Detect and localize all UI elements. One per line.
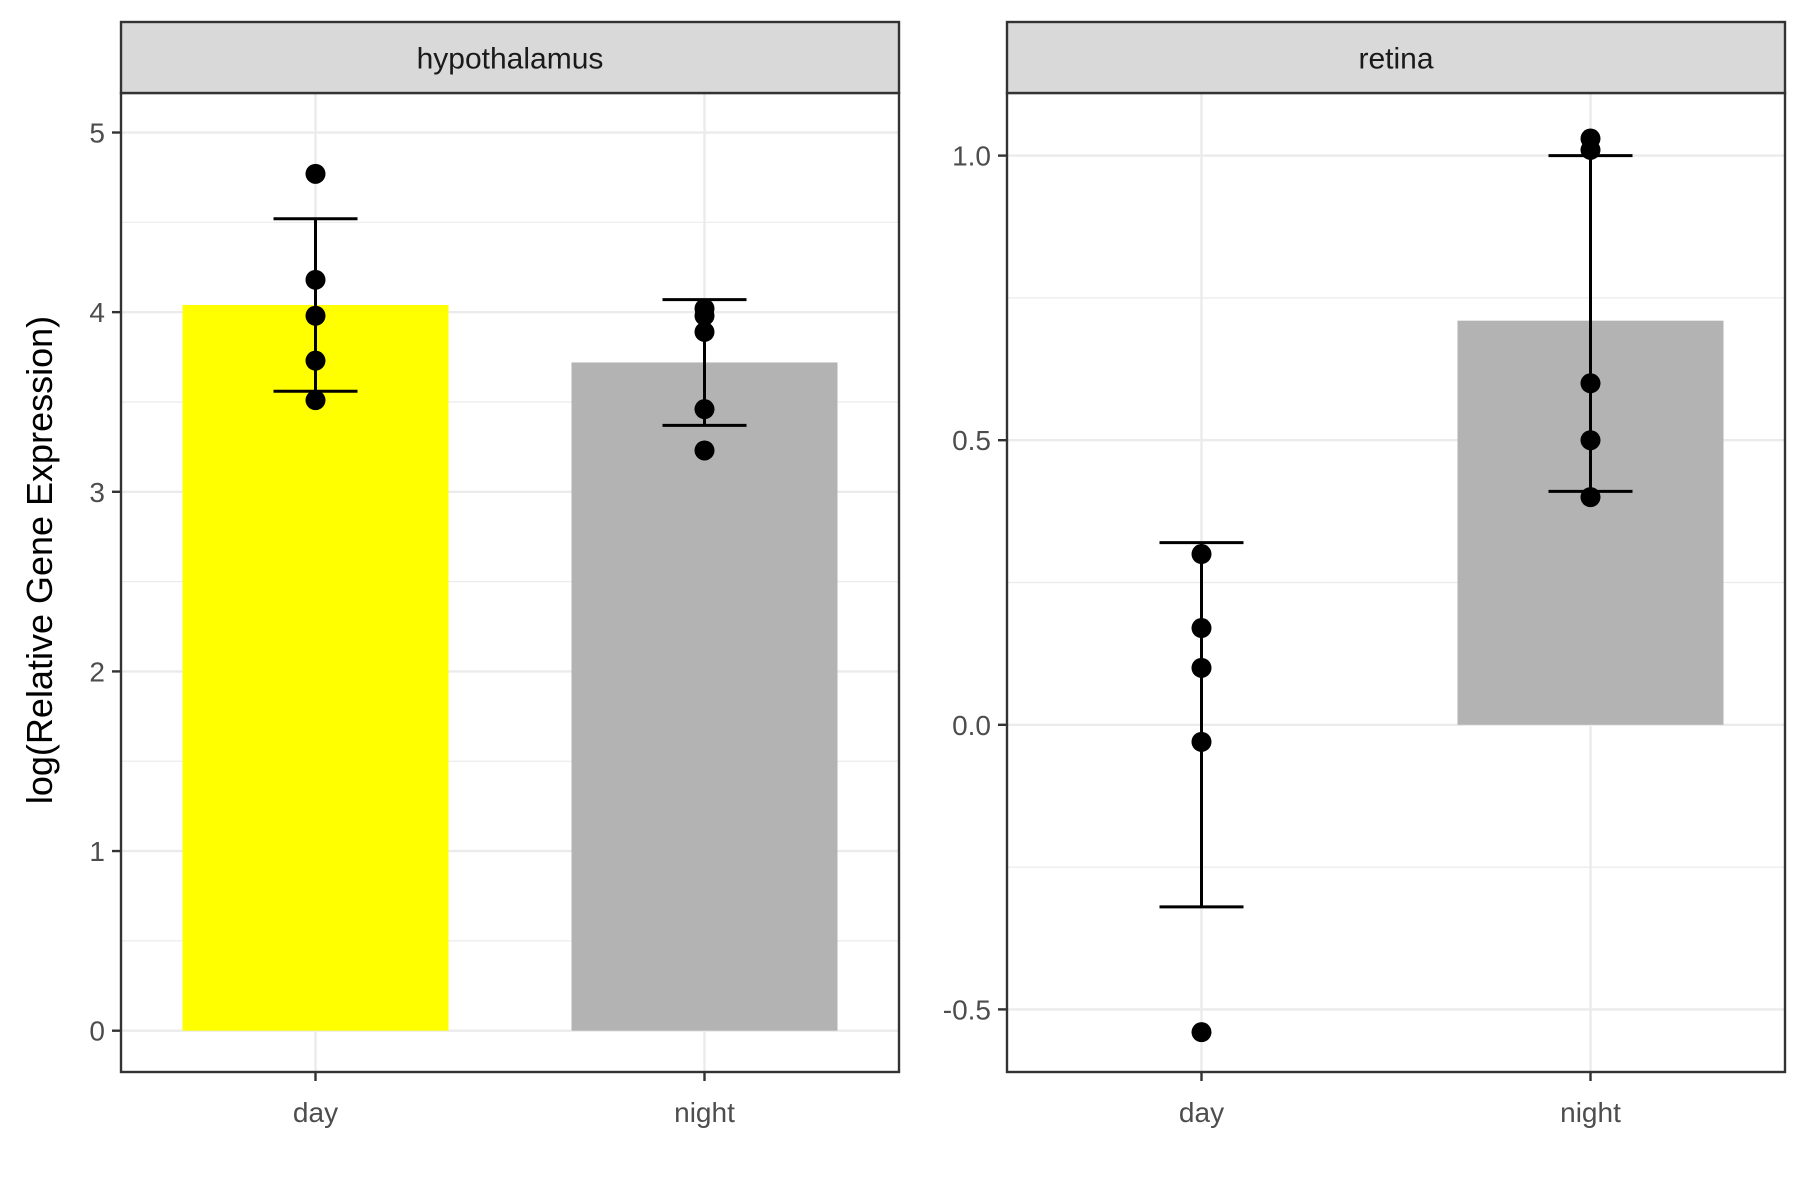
- facet-strip: [119, 20, 901, 95]
- data-point-day: [305, 350, 326, 371]
- data-point-day: [305, 163, 326, 184]
- y-tick-label: 0: [89, 1016, 105, 1047]
- facet-strip: [1005, 20, 1787, 95]
- y-tick-label: 2: [89, 656, 105, 687]
- data-point-day: [1191, 657, 1212, 678]
- x-tick-label: night: [1560, 1097, 1621, 1128]
- bar-day: [182, 304, 449, 1031]
- x-tick-label: night: [674, 1097, 735, 1128]
- data-point-day: [1191, 731, 1212, 752]
- y-tick-label: 1.0: [952, 141, 991, 172]
- data-point-day: [305, 390, 326, 411]
- data-point-night: [1580, 430, 1601, 451]
- y-tick-label: 5: [89, 118, 105, 149]
- y-tick-label: -0.5: [943, 994, 991, 1025]
- facet-strip-label: retina: [1358, 43, 1433, 76]
- facet-retina: retina -0.5 0.0 0.5 1.0 day night: [943, 20, 1787, 1128]
- x-tick-label: day: [1179, 1097, 1224, 1128]
- y-tick-label: 4: [89, 297, 105, 328]
- facet-hypothalamus: hypothalamus 0 1 2 3 4 5 day night: [89, 20, 901, 1128]
- data-point-night: [1580, 487, 1601, 508]
- data-point-night: [1580, 373, 1601, 394]
- data-point-night: [694, 399, 715, 420]
- y-tick-label: 3: [89, 477, 105, 508]
- y-tick-label: 1: [89, 836, 105, 867]
- error-bar-day: [1159, 541, 1244, 909]
- data-point-day: [1191, 618, 1212, 639]
- y-axis-label: log(Relative Gene Expression): [19, 316, 60, 804]
- data-point-night: [694, 321, 715, 342]
- data-point-day: [305, 305, 326, 326]
- bar-night: [571, 362, 838, 1031]
- x-tick-label: day: [293, 1097, 338, 1128]
- data-point-night: [1580, 139, 1601, 160]
- data-point-day: [305, 269, 326, 290]
- facet-strip-label: hypothalamus: [417, 43, 604, 76]
- y-tick-label: 0.0: [952, 710, 991, 741]
- data-point-night: [694, 440, 715, 461]
- data-point-day: [1191, 1022, 1212, 1043]
- y-tick-label: 0.5: [952, 425, 991, 456]
- data-point-night: [694, 305, 715, 326]
- data-point-day: [1191, 544, 1212, 565]
